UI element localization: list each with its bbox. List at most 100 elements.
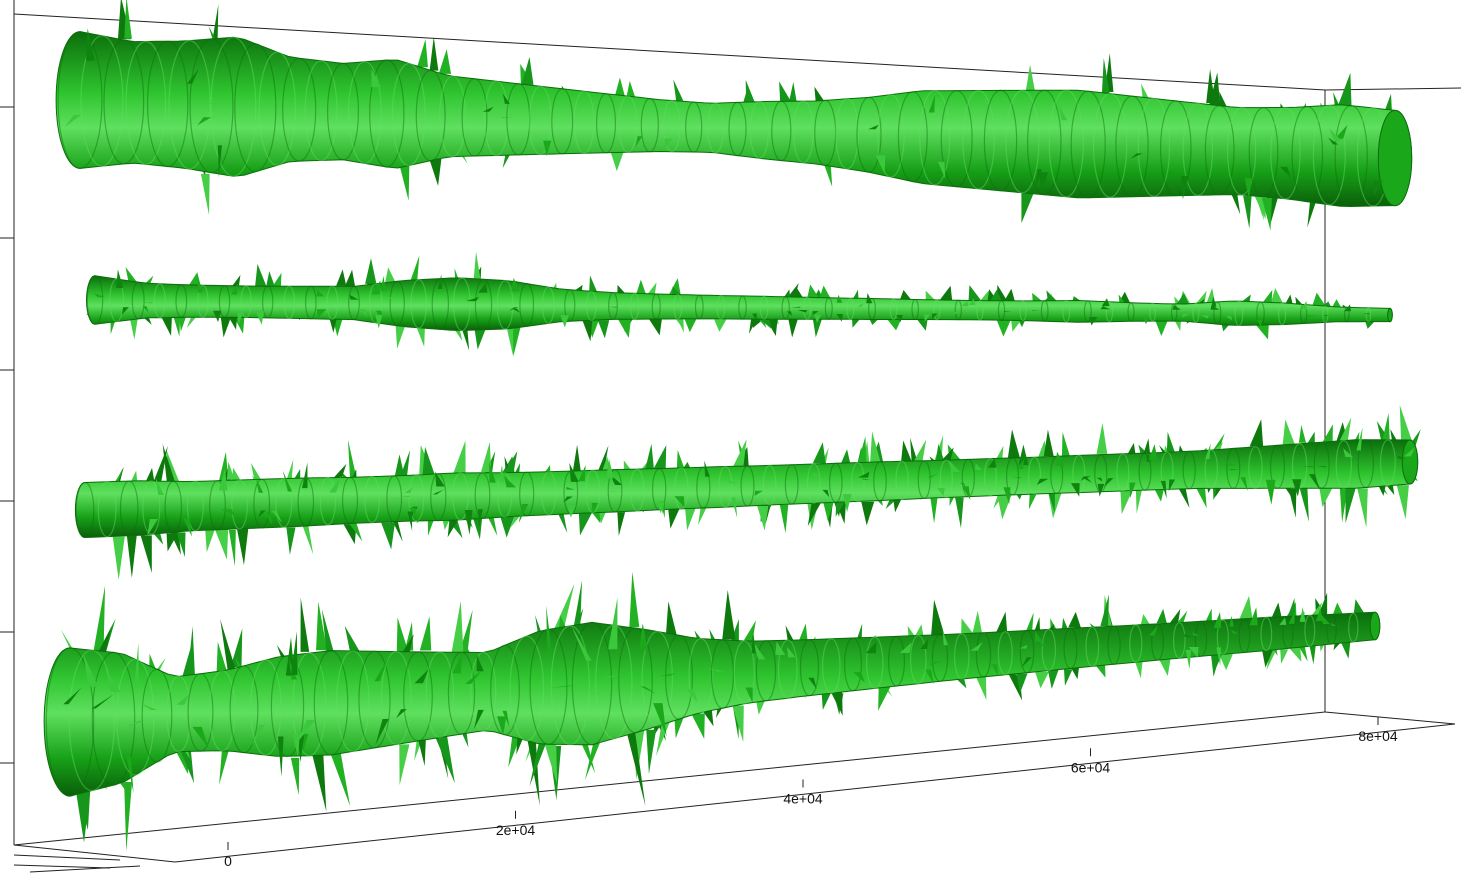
tube-spike xyxy=(584,723,608,781)
tube-spike xyxy=(970,641,983,651)
tube-spike xyxy=(686,689,698,702)
tube-ring xyxy=(550,625,590,746)
tube-rings xyxy=(86,275,1393,332)
tube-spike xyxy=(371,280,381,295)
tube-spike xyxy=(1279,617,1287,625)
tube-spike xyxy=(77,790,91,831)
tube-spike xyxy=(1288,610,1295,624)
tube-ring xyxy=(80,35,124,167)
tube-spike xyxy=(290,757,300,796)
tube-ring xyxy=(282,57,317,162)
tube-ring xyxy=(506,83,531,156)
tube-spike xyxy=(757,505,769,531)
tube-spike xyxy=(219,742,231,785)
tube-ring xyxy=(461,78,488,157)
tube-spike xyxy=(410,255,420,282)
tube-spike xyxy=(390,515,403,542)
tube-spike xyxy=(1032,292,1044,303)
tube-spike xyxy=(1219,654,1233,671)
tube-spike xyxy=(808,677,817,690)
tube-ring xyxy=(1299,303,1308,325)
tube-spike xyxy=(478,509,483,529)
tube-spike xyxy=(1337,72,1352,107)
tube-ring xyxy=(210,36,257,177)
tube-series-2 xyxy=(85,251,1393,358)
tube-ring xyxy=(452,277,471,332)
tube-spike xyxy=(646,282,657,296)
tube-spike xyxy=(143,301,153,304)
tube-spike xyxy=(722,590,736,640)
tube-ring xyxy=(258,51,296,166)
tube-spike xyxy=(759,318,772,329)
tube-ring xyxy=(1151,623,1164,661)
tube-ring xyxy=(304,285,317,320)
floor-corner-3 xyxy=(29,865,141,873)
tube-spike xyxy=(500,451,518,478)
tube-spike xyxy=(1282,419,1296,447)
tube-spike xyxy=(1168,479,1176,492)
tube-spike xyxy=(556,510,568,534)
tube-ring xyxy=(447,651,476,735)
tube-spike xyxy=(828,687,843,716)
tube-spike xyxy=(542,736,558,785)
tube-spike xyxy=(748,318,758,334)
tube-ring xyxy=(270,655,305,757)
tube-spike xyxy=(486,514,498,536)
tube-spike xyxy=(1239,595,1253,621)
tube-ring xyxy=(1269,444,1285,489)
tube-spike xyxy=(218,468,228,491)
tube-ring xyxy=(716,294,726,320)
tube-spike xyxy=(1317,466,1327,468)
tube-spike xyxy=(216,641,228,675)
tube-spike xyxy=(1034,630,1043,642)
tube-spike xyxy=(328,316,338,333)
tube-spike xyxy=(560,315,570,328)
tube-spike xyxy=(312,754,327,812)
tube-spike xyxy=(126,535,137,579)
tube-spike xyxy=(669,278,681,295)
tube-ring xyxy=(1170,303,1178,322)
tube-ring xyxy=(1105,301,1114,323)
tube-spike xyxy=(1149,624,1158,636)
tube-ring xyxy=(1291,443,1308,489)
tube-spike xyxy=(438,274,443,289)
tube-spike xyxy=(635,279,647,295)
tube-spike xyxy=(566,505,576,518)
tube-spike xyxy=(511,277,520,292)
tube-spike xyxy=(949,460,961,473)
tube-spike xyxy=(1135,487,1143,514)
tube-ring xyxy=(431,278,449,331)
tube-spike xyxy=(399,163,410,201)
tube-spike xyxy=(920,638,929,650)
tube-ring xyxy=(391,62,426,167)
tube-ring xyxy=(749,101,770,159)
tube-spike xyxy=(791,306,801,308)
tube-spike xyxy=(375,718,389,746)
tube-spike xyxy=(875,155,886,174)
tube-spike xyxy=(290,631,298,676)
tube-spike xyxy=(1318,592,1328,617)
tube-spike xyxy=(256,478,264,493)
tube-spike xyxy=(482,106,494,112)
tube-spike xyxy=(316,289,325,297)
tube-spike xyxy=(205,102,222,104)
tube-spike xyxy=(500,516,515,538)
tube-spike xyxy=(250,462,264,484)
tube-spike xyxy=(858,471,870,478)
tube-spike xyxy=(1168,608,1181,625)
tube-spike xyxy=(435,731,449,779)
tube-spike xyxy=(204,526,216,553)
tube-ring xyxy=(231,479,249,530)
tube-ring xyxy=(784,464,799,505)
tube-ring xyxy=(319,477,336,526)
tube-spike xyxy=(1349,619,1355,624)
tube-ring xyxy=(474,278,493,331)
tube-ring xyxy=(1027,89,1062,196)
tube-ring xyxy=(595,93,616,154)
tube-spike xyxy=(1249,607,1258,626)
tube-series-3 xyxy=(74,404,1421,580)
tube-spike xyxy=(478,283,488,293)
tube-spike xyxy=(83,654,99,687)
tube-spike xyxy=(1100,306,1111,310)
tube-spike xyxy=(887,319,902,331)
